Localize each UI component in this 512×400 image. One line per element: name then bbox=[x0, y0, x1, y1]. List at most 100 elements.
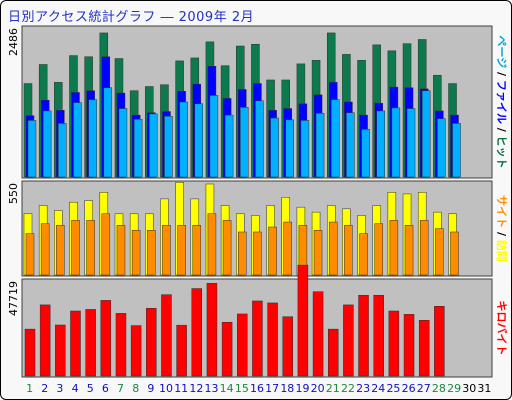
bar-p3-キロバイト-26 bbox=[403, 314, 415, 377]
legend-part: ヒット bbox=[495, 136, 508, 169]
bar-p2-サイト-27 bbox=[419, 220, 429, 276]
bar-p3-キロバイト-7 bbox=[115, 313, 127, 377]
legend-part: ファイル bbox=[495, 80, 508, 124]
bar-p3-キロバイト-27 bbox=[418, 320, 430, 377]
bar-p1-ページ-18 bbox=[285, 119, 294, 178]
bar-p2-サイト-15 bbox=[238, 231, 247, 276]
bar-p2-サイト-29 bbox=[450, 231, 459, 276]
bar-p3-キロバイト-18 bbox=[282, 316, 293, 377]
x-tick-label: 9 bbox=[147, 382, 154, 395]
bar-p1-ページ-29 bbox=[452, 123, 461, 178]
bar-p2-サイト-13 bbox=[207, 213, 217, 276]
x-tick-label: 15 bbox=[235, 382, 249, 395]
bar-p1-ページ-21 bbox=[330, 99, 340, 178]
bar-p2-サイト-17 bbox=[268, 226, 277, 276]
x-tick-label: 20 bbox=[311, 382, 325, 395]
bar-p2-サイト-9 bbox=[147, 230, 156, 276]
x-tick-label: 25 bbox=[386, 382, 400, 395]
y-max-label-2: 550 bbox=[7, 183, 20, 204]
y-max-label-1: 2486 bbox=[7, 28, 20, 56]
bar-p2-サイト-11 bbox=[177, 225, 186, 276]
x-tick-label: 7 bbox=[117, 382, 124, 395]
bar-p1-ページ-6 bbox=[103, 87, 113, 178]
bar-p2-サイト-14 bbox=[222, 220, 232, 276]
bar-p1-ページ-14 bbox=[224, 114, 234, 178]
x-tick-label: 24 bbox=[371, 382, 385, 395]
legend-part: 訪問 bbox=[495, 240, 509, 262]
bar-p3-キロバイト-5 bbox=[85, 309, 96, 377]
bar-p3-キロバイト-17 bbox=[267, 302, 278, 377]
x-tick-label: 1 bbox=[26, 382, 33, 395]
bar-p2-サイト-25 bbox=[389, 220, 399, 276]
bar-p2-サイト-1 bbox=[25, 233, 35, 276]
bar-p1-ページ-4 bbox=[73, 102, 82, 178]
legend-part: サイト bbox=[495, 195, 508, 228]
bar-p3-キロバイト-24 bbox=[373, 294, 384, 377]
bar-p1-ページ-5 bbox=[88, 99, 97, 178]
bar-p1-ページ-15 bbox=[240, 107, 249, 178]
x-tick-label: 5 bbox=[87, 382, 94, 395]
x-tick-label: 27 bbox=[417, 382, 431, 395]
legend-part: ページ bbox=[495, 35, 508, 68]
x-tick-label: 12 bbox=[189, 382, 203, 395]
legend-label-2: サイト / 訪問 bbox=[495, 195, 509, 262]
bar-p3-キロバイト-4 bbox=[70, 310, 81, 377]
bar-p2-サイト-6 bbox=[101, 213, 111, 276]
x-tick-label: 22 bbox=[341, 382, 355, 395]
bar-p1-ページ-23 bbox=[361, 129, 370, 178]
bar-p1-ページ-2 bbox=[42, 110, 52, 178]
bar-p3-キロバイト-3 bbox=[55, 324, 66, 377]
x-tick-label: 17 bbox=[265, 382, 279, 395]
chart-title: 日別アクセス統計グラフ ― 2009年 2月 bbox=[8, 10, 255, 25]
bar-p2-サイト-10 bbox=[162, 225, 171, 276]
bar-p2-サイト-12 bbox=[192, 225, 202, 276]
bar-p1-ページ-20 bbox=[315, 113, 325, 178]
x-tick-label: 29 bbox=[447, 382, 461, 395]
bar-p1-ページ-28 bbox=[437, 118, 446, 178]
bar-p3-キロバイト-12 bbox=[191, 288, 203, 377]
x-tick-label: 3 bbox=[56, 382, 63, 395]
x-tick-label: 8 bbox=[132, 382, 139, 395]
bar-p1-ページ-11 bbox=[179, 101, 188, 178]
bar-p3-キロバイト-2 bbox=[39, 304, 51, 377]
bar-p3-キロバイト-14 bbox=[221, 321, 233, 377]
x-tick-label: 10 bbox=[159, 382, 173, 395]
legend-label-3: キロバイト bbox=[495, 301, 508, 356]
legend-part: キロバイト bbox=[495, 301, 508, 356]
bar-p1-ページ-12 bbox=[194, 103, 204, 178]
y-max-label-3: 47719 bbox=[7, 281, 20, 316]
x-tick-label: 31 bbox=[477, 382, 491, 395]
bar-p2-サイト-20 bbox=[313, 230, 323, 276]
x-tick-label: 6 bbox=[102, 382, 109, 395]
x-tick-label: 18 bbox=[280, 382, 294, 395]
bar-p1-ページ-8 bbox=[133, 119, 143, 178]
bar-p2-サイト-18 bbox=[283, 221, 292, 276]
bar-p2-サイト-24 bbox=[374, 223, 383, 276]
bar-p1-ページ-16 bbox=[255, 100, 264, 178]
bar-p3-キロバイト-23 bbox=[358, 294, 369, 377]
bar-p3-キロバイト-21 bbox=[327, 328, 339, 377]
x-tick-label: 23 bbox=[356, 382, 370, 395]
bar-p3-キロバイト-19 bbox=[297, 264, 309, 377]
bar-p3-キロバイト-13 bbox=[206, 282, 218, 377]
bar-p1-ページ-3 bbox=[58, 123, 67, 178]
bar-p3-キロバイト-20 bbox=[312, 291, 324, 377]
bar-p1-ページ-10 bbox=[164, 116, 173, 178]
bar-p2-サイト-21 bbox=[328, 221, 338, 276]
x-tick-label: 11 bbox=[174, 382, 188, 395]
bar-p2-サイト-23 bbox=[359, 233, 368, 276]
x-tick-label: 13 bbox=[205, 382, 219, 395]
bar-p1-ページ-27 bbox=[421, 90, 431, 178]
x-tick-label: 26 bbox=[402, 382, 416, 395]
bar-p3-キロバイト-8 bbox=[130, 325, 142, 377]
legend-part: / bbox=[495, 228, 508, 240]
bar-p2-サイト-2 bbox=[40, 223, 50, 276]
bar-p2-サイト-22 bbox=[344, 225, 353, 276]
bar-p2-サイト-5 bbox=[86, 220, 95, 276]
bar-p2-サイト-8 bbox=[131, 230, 141, 276]
bar-p1-ページ-9 bbox=[149, 113, 158, 178]
bar-p2-サイト-3 bbox=[56, 225, 65, 276]
bar-p3-キロバイト-28 bbox=[434, 306, 445, 377]
bar-p3-キロバイト-25 bbox=[388, 310, 400, 377]
